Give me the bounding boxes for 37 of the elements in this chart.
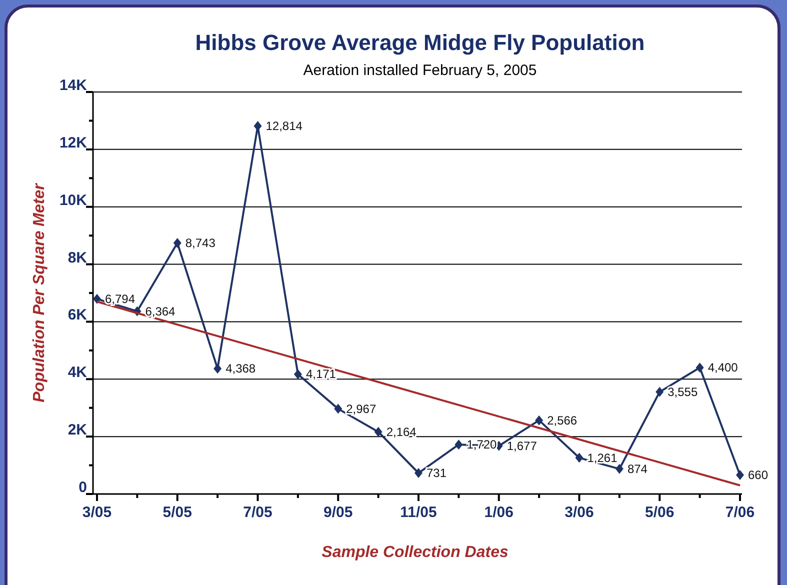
data-label: 4,400	[708, 360, 738, 375]
chart-title: Hibbs Grove Average Midge Fly Population	[195, 30, 645, 55]
data-label: 731	[426, 466, 447, 480]
y-tick-label: 12K	[59, 134, 88, 152]
x-tick-label: 1/06	[484, 504, 514, 521]
x-tick-label: 5/06	[645, 504, 674, 521]
data-label: 2,566	[547, 413, 578, 428]
x-tick-label: 7/06	[725, 504, 755, 521]
data-label: 874	[627, 462, 648, 476]
y-tick-label: 14K	[59, 77, 88, 94]
data-label: 8,743	[185, 236, 216, 250]
x-tick-label: 3/05	[82, 504, 112, 521]
data-label: 660	[748, 468, 768, 482]
y-tick-label: 4K	[68, 364, 88, 382]
y-tick-label: 2K	[68, 422, 88, 439]
y-tick-label: 10K	[59, 192, 88, 209]
data-label: 2,164	[386, 424, 417, 439]
x-axis-title: Sample Collection Dates	[322, 544, 508, 561]
y-tick-label: 0	[78, 479, 87, 496]
y-axis-title: Population Per Square Meter	[31, 182, 48, 402]
data-label: 4,368	[226, 362, 256, 376]
x-tick-label: 3/06	[564, 504, 594, 521]
data-label: 6,364	[145, 304, 176, 318]
data-label: 6,794	[105, 292, 136, 306]
x-tick-label: 9/05	[324, 504, 353, 521]
x-tick-label: 5/05	[162, 504, 192, 521]
data-label: 4,171	[306, 367, 336, 382]
x-tick-label: 7/05	[243, 504, 272, 521]
data-label: 2,967	[346, 402, 376, 416]
data-label: 1,261	[587, 450, 618, 465]
data-label: 1,677	[506, 438, 538, 453]
y-tick-label: 8K	[68, 249, 88, 266]
data-label: 3,555	[668, 384, 698, 399]
chart-subtitle: Aeration installed February 5, 2005	[303, 62, 537, 79]
data-label: 12,814	[266, 119, 303, 134]
y-tick-label: 6K	[68, 306, 88, 324]
x-tick-label: 11/05	[400, 504, 437, 521]
